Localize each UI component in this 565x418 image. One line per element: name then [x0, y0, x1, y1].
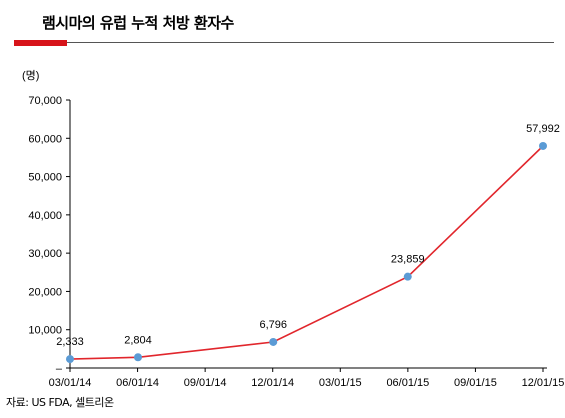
data-point	[539, 141, 547, 150]
y-tick-label: 60,000	[28, 133, 62, 145]
chart-axes: (명) – 10,000 20,000 30,000 40,000 50,000 60,000…	[22, 69, 564, 389]
y-tick-label: 40,000	[28, 210, 62, 222]
x-tick-label: 03/01/15	[319, 377, 362, 389]
data-label: 2,804	[124, 334, 152, 346]
chart-title: 램시마의 유럽 누적 처방 환자수	[42, 14, 234, 32]
data-point	[269, 337, 278, 346]
data-label: 23,859	[391, 254, 425, 266]
data-label: 6,796	[259, 319, 287, 331]
chart-data-labels: 2,333 2,804 6,796 23,859 57,992	[56, 123, 560, 348]
chart-series	[66, 141, 547, 364]
y-tick-label: 50,000	[28, 172, 62, 184]
data-point	[66, 355, 74, 364]
y-tick-label: 30,000	[28, 248, 62, 260]
x-tick-label: 09/01/15	[454, 377, 497, 389]
data-point	[133, 353, 142, 362]
data-point	[403, 272, 412, 281]
title-accent-bar	[14, 40, 67, 46]
y-tick-label: –	[56, 363, 63, 375]
x-tick-label: 06/01/15	[386, 377, 429, 389]
y-unit-label: (명)	[22, 69, 39, 82]
x-tick-label: 03/01/14	[49, 377, 92, 389]
x-tick-label: 09/01/14	[184, 377, 227, 389]
title-divider	[14, 42, 554, 43]
x-tick-label: 12/01/14	[251, 377, 294, 389]
y-tick-label: 20,000	[28, 286, 62, 298]
y-tick-label: 70,000	[28, 95, 62, 107]
x-tick-label: 12/01/15	[522, 377, 565, 389]
series-line	[69, 145, 544, 360]
data-label: 2,333	[56, 336, 84, 348]
source-note: 자료: US FDA, 셀트리온	[6, 396, 114, 409]
y-tick-label: 10,000	[28, 325, 62, 337]
x-tick-label: 06/01/14	[116, 377, 159, 389]
data-label: 57,992	[526, 123, 560, 135]
